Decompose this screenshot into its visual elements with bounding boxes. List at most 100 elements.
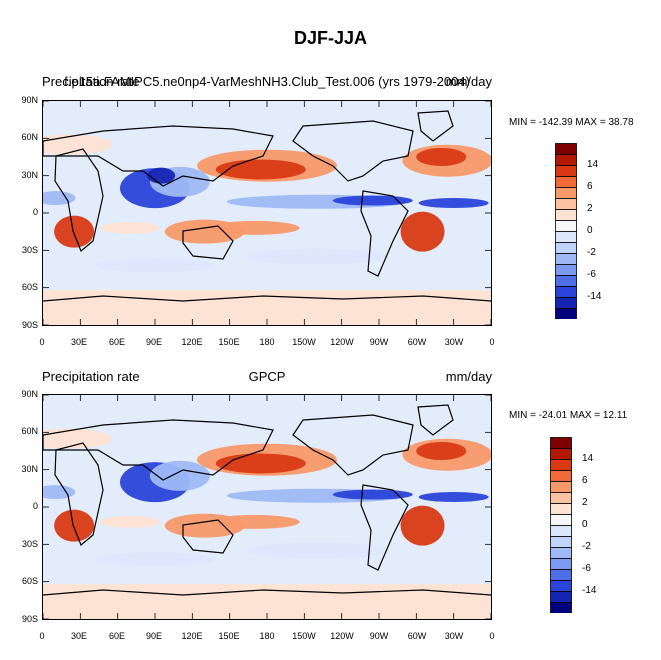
colorbar-swatch bbox=[550, 470, 572, 482]
spcz bbox=[209, 220, 300, 235]
panel-2-map bbox=[42, 394, 492, 620]
coastline bbox=[43, 419, 274, 481]
colorbar-label: -2 bbox=[582, 541, 591, 552]
lon-label: 0 bbox=[39, 631, 45, 641]
indian-ocean-south bbox=[100, 221, 161, 234]
colorbar-swatch bbox=[555, 253, 577, 265]
lon-label: 90W bbox=[369, 337, 389, 347]
southern-africa bbox=[54, 509, 95, 542]
colorbar-swatch bbox=[550, 525, 572, 537]
sahel bbox=[43, 191, 76, 206]
lat-label: 90N bbox=[21, 95, 38, 105]
colorbar-label: 14 bbox=[582, 453, 594, 464]
east-pacific-itcz bbox=[332, 195, 413, 206]
colorbar-swatch bbox=[555, 231, 577, 243]
panel-1-center-title: f.e15a.FAMIPC5.ne0np4-VarMeshNH3.Club_Te… bbox=[64, 74, 470, 89]
colorbar-swatch bbox=[550, 580, 572, 592]
lat-label: 30S bbox=[21, 539, 38, 549]
lat-label: 30N bbox=[21, 170, 38, 180]
coastline bbox=[360, 484, 409, 571]
lat-label: 30N bbox=[21, 464, 38, 474]
colorbar-label: -14 bbox=[582, 585, 597, 596]
south-pacific-dry bbox=[246, 248, 387, 265]
colorbar-swatch bbox=[550, 547, 572, 559]
south-indian-dry bbox=[95, 258, 215, 273]
lon-label: 30E bbox=[70, 337, 87, 347]
panel-1-left-title: Precipitation rate bbox=[42, 74, 140, 89]
sahel bbox=[43, 485, 76, 500]
colorbar-label: 6 bbox=[587, 181, 593, 192]
colorbar-swatch bbox=[555, 209, 577, 221]
atlantic-storm-core bbox=[416, 148, 467, 166]
colorbar-swatch bbox=[550, 591, 572, 603]
panel-2-min-max: MIN = -24.01 MAX = 12.11 bbox=[509, 410, 628, 421]
colorbar-swatch bbox=[555, 297, 577, 309]
colorbar-swatch bbox=[555, 154, 577, 166]
colorbar-swatch bbox=[555, 143, 577, 155]
panel-1-colorbar-swatches bbox=[555, 143, 577, 319]
colorbar-swatch bbox=[555, 165, 577, 177]
lon-label: 120E bbox=[181, 337, 203, 347]
south-america bbox=[400, 505, 445, 546]
coastline bbox=[292, 414, 414, 476]
lon-label: 120W bbox=[330, 631, 354, 641]
colorbar-label: 0 bbox=[587, 225, 593, 236]
coastline bbox=[417, 404, 454, 436]
lat-label: 0 bbox=[32, 501, 38, 511]
lat-label: 90N bbox=[21, 389, 38, 399]
coastline bbox=[182, 519, 234, 554]
panel-1-right-title: mm/day bbox=[445, 74, 492, 89]
lon-label: 0 bbox=[489, 631, 495, 641]
panel-1-map bbox=[42, 100, 492, 326]
lon-label: 60W bbox=[407, 337, 427, 347]
coastline bbox=[43, 295, 491, 302]
atlantic-itcz bbox=[418, 492, 489, 503]
colorbar-label: -2 bbox=[587, 247, 596, 258]
south-america bbox=[400, 211, 445, 252]
lon-label: 150W bbox=[292, 631, 316, 641]
figure-title: DJF-JJA bbox=[293, 28, 368, 48]
lon-label: 90E bbox=[145, 631, 162, 641]
colorbar-swatch bbox=[555, 242, 577, 254]
panel-2-right-title: mm/day bbox=[445, 369, 492, 384]
coastline bbox=[417, 110, 454, 142]
coastline bbox=[43, 589, 491, 596]
east-asia-monsoon bbox=[149, 460, 210, 491]
panel-2-center-title: GPCP bbox=[248, 369, 286, 384]
colorbar-swatch bbox=[555, 264, 577, 276]
colorbar-swatch bbox=[550, 437, 572, 449]
lon-label: 0 bbox=[39, 337, 45, 347]
lon-label: 30W bbox=[444, 337, 464, 347]
lat-label: 90S bbox=[21, 320, 38, 330]
south-indian-dry bbox=[95, 552, 215, 567]
colorbar-swatch bbox=[555, 220, 577, 232]
colorbar-swatch bbox=[550, 459, 572, 471]
colorbar-swatch bbox=[550, 492, 572, 504]
lon-label: 150E bbox=[218, 631, 240, 641]
colorbar-swatch bbox=[550, 558, 572, 570]
lon-label: 150W bbox=[292, 337, 316, 347]
coastline bbox=[182, 225, 234, 260]
south-pacific-dry bbox=[246, 542, 387, 559]
panel-2-left-title: Precipitation rate bbox=[42, 369, 140, 384]
colorbar-swatch bbox=[550, 448, 572, 460]
colorbar-label: 0 bbox=[582, 519, 588, 530]
lat-label: 60S bbox=[21, 282, 38, 292]
panel-1-map-field bbox=[43, 101, 491, 325]
southern-africa bbox=[54, 215, 95, 248]
colorbar-swatch bbox=[555, 198, 577, 210]
tibet-dry-core bbox=[147, 167, 176, 184]
coastline bbox=[360, 190, 409, 277]
panel-2-colorbar-swatches bbox=[550, 437, 572, 613]
colorbar-swatch bbox=[550, 536, 572, 548]
colorbar-swatch bbox=[555, 176, 577, 188]
europe-band bbox=[43, 428, 113, 449]
lon-label: 90E bbox=[145, 337, 162, 347]
colorbar-label: -6 bbox=[582, 563, 591, 574]
lon-label: 180 bbox=[259, 631, 275, 641]
colorbar-label: -14 bbox=[587, 291, 602, 302]
lat-label: 0 bbox=[32, 207, 38, 217]
colorbar-swatch bbox=[555, 308, 577, 319]
lon-label: 120E bbox=[181, 631, 203, 641]
coastline bbox=[292, 120, 414, 182]
